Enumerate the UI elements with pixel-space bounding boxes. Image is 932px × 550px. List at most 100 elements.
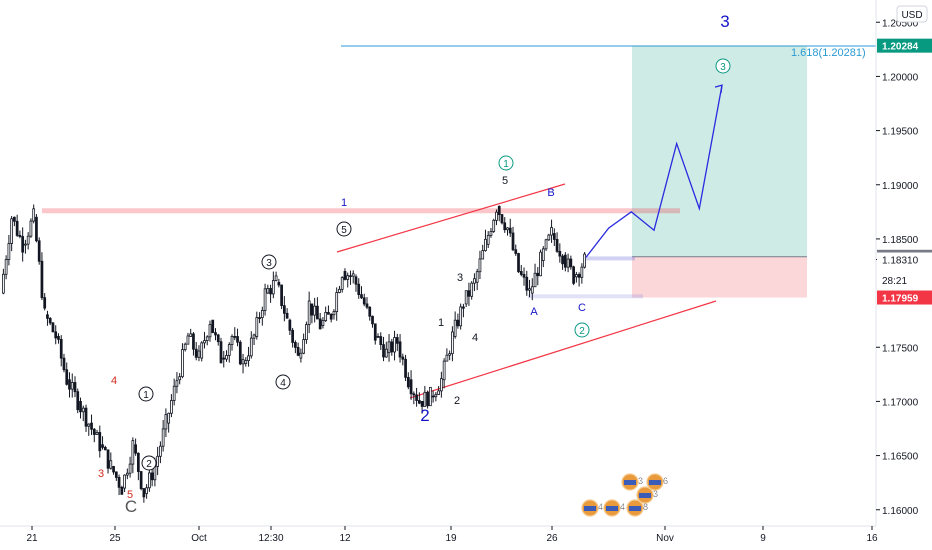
candle-body	[145, 487, 148, 494]
candle-body	[552, 233, 556, 240]
candle-body	[225, 355, 228, 360]
candle	[517, 252, 520, 273]
candle	[244, 357, 248, 367]
candle	[409, 370, 413, 400]
candle-body	[51, 322, 55, 333]
candle-body	[200, 342, 204, 359]
candle-body	[495, 211, 498, 221]
candle-body	[109, 460, 113, 469]
candle-body	[313, 305, 317, 316]
candle	[437, 386, 440, 395]
candle-body	[373, 323, 377, 341]
circled-wave-label: 1	[498, 155, 514, 171]
economic-event-flag[interactable]: 6	[646, 473, 668, 491]
candle-body	[420, 401, 424, 407]
candle-body	[65, 369, 69, 385]
price-tag: 1.17959	[877, 290, 932, 305]
candle-body	[561, 255, 564, 265]
candle	[475, 268, 479, 291]
economic-event-flag[interactable]: 3	[621, 473, 643, 491]
candle-body	[90, 422, 93, 430]
candle-body	[426, 391, 429, 407]
candle	[48, 317, 52, 326]
economic-event-flag[interactable]: 4	[581, 499, 603, 517]
candle	[393, 330, 396, 361]
x-tick-label: Nov	[656, 533, 674, 544]
candle	[81, 405, 85, 422]
y-tick-label: 1.20500	[882, 18, 919, 29]
candle	[310, 303, 314, 324]
candle	[192, 332, 195, 356]
candle	[208, 320, 212, 342]
candle	[428, 386, 432, 407]
price-tag-label: 1.18310	[882, 256, 919, 267]
candle-body	[338, 288, 341, 293]
candle	[167, 412, 171, 433]
candle	[230, 334, 234, 351]
candle	[379, 332, 383, 350]
candle-body	[282, 305, 286, 314]
candle-body	[2, 273, 5, 294]
candle-body	[390, 341, 394, 353]
candle	[175, 372, 179, 394]
candle	[420, 401, 424, 414]
candle-body	[13, 216, 16, 222]
wave-circle	[715, 58, 731, 74]
candle	[178, 373, 182, 385]
economic-event-flag[interactable]: 3	[636, 486, 658, 504]
candle	[247, 346, 250, 367]
candle-body	[459, 306, 463, 327]
candle-body	[4, 259, 8, 275]
candle	[417, 392, 421, 405]
candle	[462, 303, 465, 318]
x-tick-label: 9	[760, 533, 766, 544]
candle	[445, 348, 449, 362]
candle	[90, 414, 93, 435]
candle-body	[106, 449, 110, 469]
candle-body	[481, 250, 485, 260]
candle	[329, 313, 333, 323]
candle-body	[48, 317, 52, 324]
candle-body	[136, 452, 140, 472]
candle-body	[440, 378, 443, 392]
candle-body	[29, 220, 33, 237]
x-tick-label: 21	[26, 533, 38, 544]
x-tick-label: 16	[866, 533, 878, 544]
candle-body	[170, 400, 173, 414]
candle-body	[15, 220, 19, 236]
wave-label: 3	[98, 468, 104, 480]
x-axis[interactable]: 21 25 Oct 12:30 12 19 26 Nov 9 16	[0, 525, 878, 544]
candle-body	[409, 379, 413, 395]
candle	[318, 312, 322, 330]
candle	[183, 342, 187, 352]
candle	[54, 325, 58, 345]
candle	[285, 308, 289, 319]
price-tag-label: 1.17959	[882, 294, 919, 305]
candle-body	[222, 357, 226, 360]
candle-body	[511, 232, 515, 251]
economic-event-flag[interactable]: 4	[603, 499, 625, 517]
wave-circle	[261, 254, 277, 270]
economic-event-flag[interactable]: 8	[626, 499, 648, 517]
event-count: 4	[598, 502, 603, 512]
wave-number: 1	[503, 159, 509, 170]
candle-body	[164, 414, 168, 430]
candle-body	[307, 300, 311, 325]
candle-body	[360, 294, 363, 299]
candle	[87, 423, 91, 436]
candle-body	[340, 277, 344, 290]
event-count: 3	[653, 489, 658, 499]
currency-badge[interactable]: USD	[896, 5, 928, 23]
candle	[21, 227, 25, 262]
candle	[324, 306, 328, 323]
circled-wave-label: 2	[574, 322, 590, 338]
candle-body	[473, 278, 476, 284]
candle	[382, 336, 385, 362]
position-zones	[42, 45, 807, 299]
candle-body	[285, 312, 289, 319]
candle	[24, 239, 27, 254]
projection-line	[585, 84, 723, 258]
candle	[486, 231, 490, 249]
